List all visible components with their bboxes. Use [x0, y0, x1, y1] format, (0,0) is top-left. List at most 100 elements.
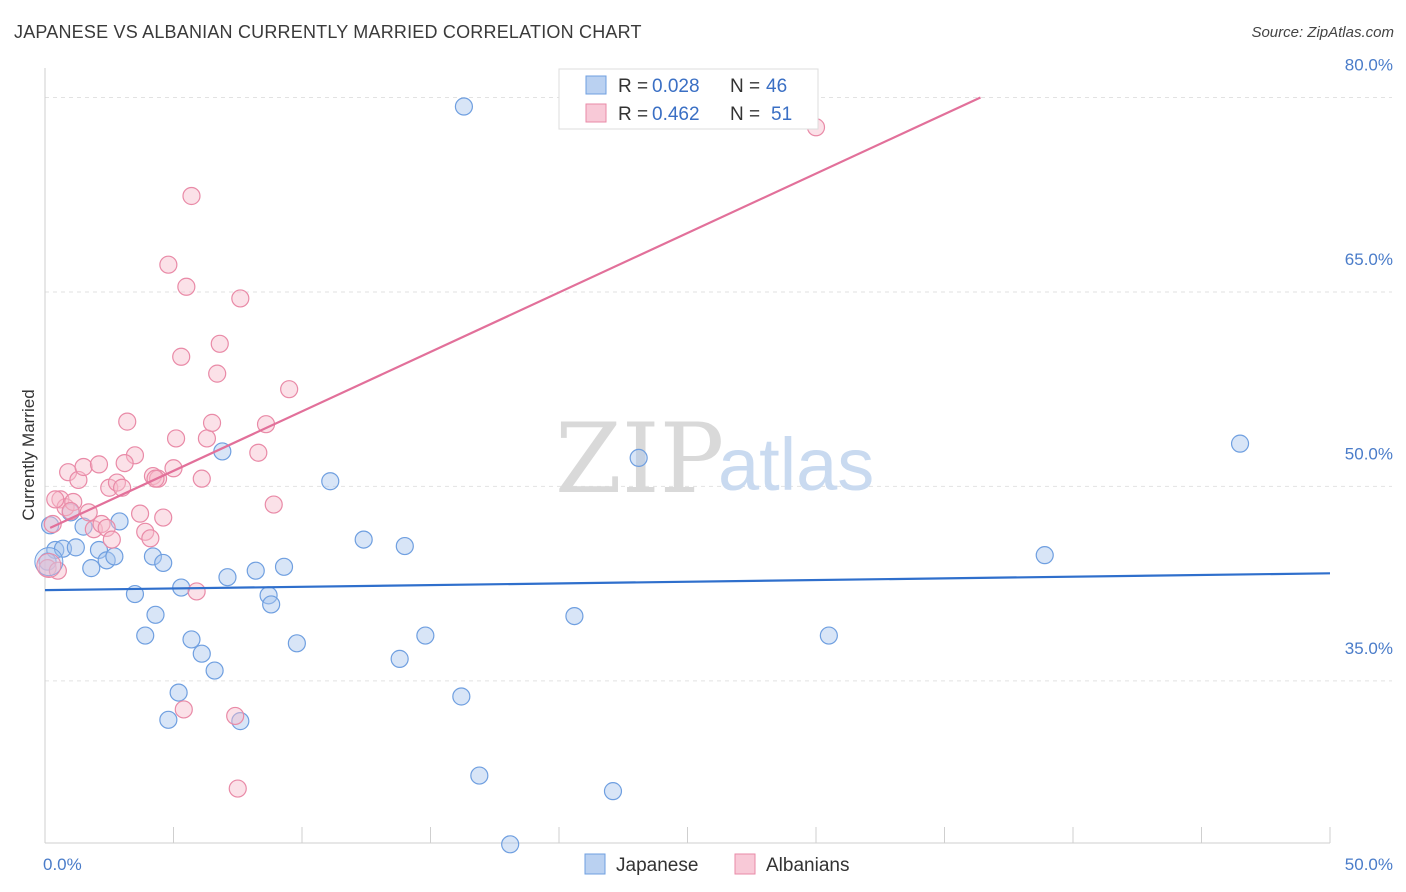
point-japanese	[603, 782, 623, 801]
legend-r-label: R =	[618, 76, 648, 97]
point-japanese	[262, 595, 281, 614]
grid-lines	[45, 96, 1392, 682]
y-tick-labels: 35.0% 50.0% 65.0% 80.0%	[1345, 55, 1393, 657]
point-albanian	[197, 429, 217, 448]
point-albanian	[61, 501, 80, 521]
point-albanian	[172, 347, 191, 366]
bottom-legend-swatch-japanese	[584, 853, 606, 875]
point-albanian	[187, 582, 206, 601]
legend-r-label: R =	[618, 104, 648, 125]
point-albanian	[141, 529, 160, 548]
point-albanian	[182, 186, 201, 206]
legend-swatch-japanese	[585, 75, 607, 95]
bottom-legend-swatch-albanian	[734, 853, 756, 875]
x-tick-label: 50.0%	[1345, 855, 1393, 874]
point-albanian	[174, 700, 193, 719]
point-albanian	[38, 559, 57, 578]
point-albanian	[130, 504, 150, 523]
point-albanian	[210, 334, 229, 353]
point-japanese	[1035, 546, 1054, 565]
bottom-legend: Japanese Albanians	[584, 853, 849, 876]
point-albanian	[192, 469, 211, 488]
point-japanese	[82, 559, 101, 578]
point-albanian	[118, 412, 137, 431]
data-points	[34, 97, 1250, 854]
point-japanese	[74, 517, 93, 536]
watermark-atlas: atlas	[718, 423, 874, 506]
bottom-legend-label-japanese: Japanese	[616, 855, 698, 876]
legend-box: R = 0.028 N = 46 R = 0.462 N = 51	[558, 68, 819, 130]
point-japanese	[274, 557, 294, 576]
point-japanese	[66, 538, 85, 557]
point-japanese	[143, 547, 163, 566]
point-albanian	[231, 289, 250, 308]
point-japanese	[246, 561, 265, 580]
trend-lines	[44, 96, 1331, 592]
point-albanian	[202, 413, 222, 432]
legend-r-value-japanese: 0.028	[652, 76, 700, 97]
point-albanian	[89, 455, 109, 474]
point-albanian	[115, 453, 134, 473]
legend-swatch-albanian	[585, 103, 607, 123]
legend-n-value-albanian: 51	[771, 104, 792, 125]
x-tick-labels: 0.0% 50.0%	[43, 855, 1393, 874]
point-japanese	[169, 683, 188, 702]
point-japanese	[819, 626, 838, 645]
point-japanese	[501, 835, 520, 854]
point-japanese	[565, 606, 584, 626]
watermark-zip: ZIP	[555, 403, 724, 515]
point-albanian	[154, 508, 173, 527]
bottom-legend-label-albanian: Albanians	[766, 855, 849, 876]
point-albanian	[249, 443, 268, 462]
point-japanese	[218, 568, 237, 587]
point-japanese	[354, 530, 373, 549]
point-albanian	[226, 706, 245, 726]
legend-n-label: N =	[730, 76, 760, 97]
source-label: Source: ZipAtlas.com	[1251, 24, 1394, 41]
point-albanian	[36, 553, 62, 579]
point-albanian	[166, 429, 186, 448]
point-japanese	[321, 472, 340, 491]
y-axis-label: Currently Married	[19, 389, 38, 520]
point-albanian	[46, 490, 65, 509]
x-tick-label: 0.0%	[43, 855, 82, 874]
point-japanese	[416, 626, 435, 645]
legend-n-value-japanese: 46	[766, 76, 787, 97]
point-japanese	[395, 536, 414, 556]
chart-title: JAPANESE VS ALBANIAN CURRENTLY MARRIED C…	[14, 22, 642, 42]
y-tick-label: 50.0%	[1345, 444, 1393, 463]
point-albanian	[264, 495, 283, 514]
point-japanese	[34, 547, 64, 577]
point-japanese	[105, 547, 124, 566]
point-japanese	[390, 649, 409, 668]
trend-line-albanian	[49, 96, 981, 529]
point-japanese	[159, 710, 178, 729]
point-japanese	[287, 634, 306, 653]
legend-r-value-albanian: 0.462	[652, 104, 700, 125]
y-tick-label: 80.0%	[1345, 55, 1393, 74]
point-japanese	[192, 644, 211, 663]
point-japanese	[454, 97, 474, 116]
point-albanian	[102, 530, 121, 549]
point-japanese	[1230, 434, 1250, 453]
axes	[44, 68, 1331, 844]
point-albanian	[74, 457, 93, 477]
y-tick-label: 65.0%	[1345, 250, 1393, 269]
trend-line-japanese	[44, 572, 1331, 592]
point-japanese	[182, 630, 201, 649]
point-albanian	[177, 277, 196, 296]
point-japanese	[146, 605, 165, 624]
y-tick-label: 35.0%	[1345, 639, 1393, 658]
point-japanese	[629, 448, 648, 468]
point-albanian	[228, 779, 247, 798]
point-japanese	[470, 766, 489, 785]
point-japanese	[136, 626, 155, 645]
legend-n-label: N =	[730, 104, 760, 125]
point-japanese	[154, 553, 173, 573]
point-albanian	[280, 380, 299, 399]
point-japanese	[452, 687, 471, 706]
point-japanese	[231, 712, 250, 731]
point-albanian	[97, 518, 116, 538]
point-albanian	[43, 514, 62, 534]
point-japanese	[205, 661, 224, 680]
